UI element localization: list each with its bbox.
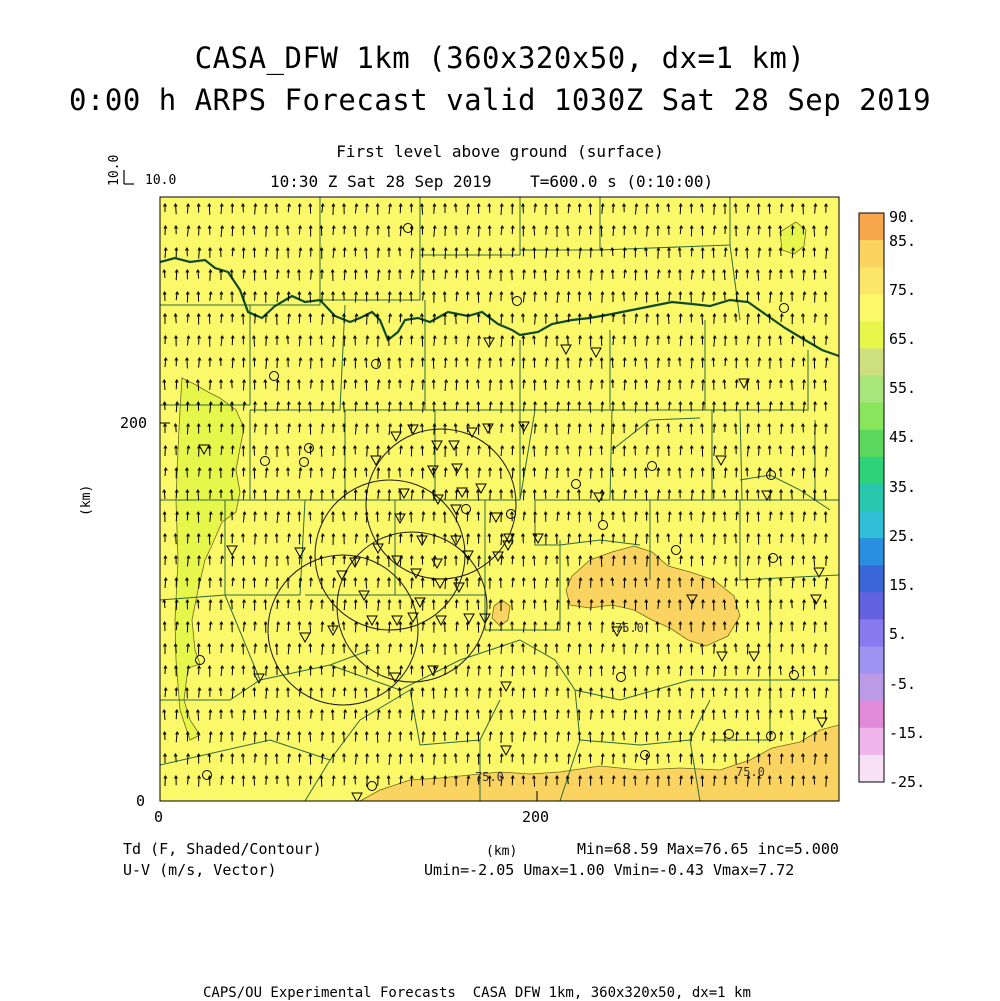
stats-line-2: Umin=-2.05 Umax=1.00 Vmin=-0.43 Vmax=7.7…	[424, 863, 794, 878]
stats-line-1: Min=68.59 Max=76.65 inc=5.000	[577, 842, 839, 857]
colorbar-bin	[859, 430, 884, 458]
colorbar-bin	[859, 213, 884, 241]
colorbar-bin	[859, 267, 884, 295]
colorbar-label: 65.	[889, 332, 916, 347]
colorbar-label: 25.	[889, 529, 916, 544]
colorbar-bin	[859, 728, 884, 756]
colorbar-bin	[859, 565, 884, 593]
colorbar-bin	[859, 321, 884, 349]
colorbar-bin	[859, 294, 884, 322]
colorbar-bin	[859, 619, 884, 647]
colorbar-label: 75.	[889, 283, 916, 298]
colorbar-label: -5.	[889, 677, 916, 692]
colorbar-label: 55.	[889, 381, 916, 396]
colorbar-bin	[859, 701, 884, 729]
footer-axis-unit: (km)	[486, 845, 517, 858]
credit-line: CAPS/OU Experimental Forecasts CASA DFW …	[203, 986, 751, 1000]
colorbar-bin	[859, 592, 884, 620]
colorbar-label: 85.	[889, 234, 916, 249]
colorbar-label: 35.	[889, 480, 916, 495]
colorbar-label: 5.	[889, 627, 907, 642]
colorbar-label: 90.	[889, 210, 916, 225]
colorbar-bin	[859, 403, 884, 431]
colorbar-bin	[859, 376, 884, 404]
colorbar-bin	[859, 240, 884, 268]
colorbar-bin	[859, 457, 884, 485]
colorbar-bin	[859, 674, 884, 702]
field-shaded-label: Td (F, Shaded/Contour)	[123, 842, 322, 857]
colorbar-bin	[859, 647, 884, 675]
colorbar-label: 45.	[889, 430, 916, 445]
field-vector-label: U-V (m/s, Vector)	[123, 863, 277, 878]
colorbar-bin	[859, 511, 884, 539]
colorbar-label: -25.	[889, 775, 925, 790]
colorbar-bin	[859, 755, 884, 783]
colorbar-bin	[859, 484, 884, 512]
colorbar-label: 15.	[889, 578, 916, 593]
colorbar-label: -15.	[889, 726, 925, 741]
colorbar-bin	[859, 538, 884, 566]
colorbar-bin	[859, 348, 884, 376]
